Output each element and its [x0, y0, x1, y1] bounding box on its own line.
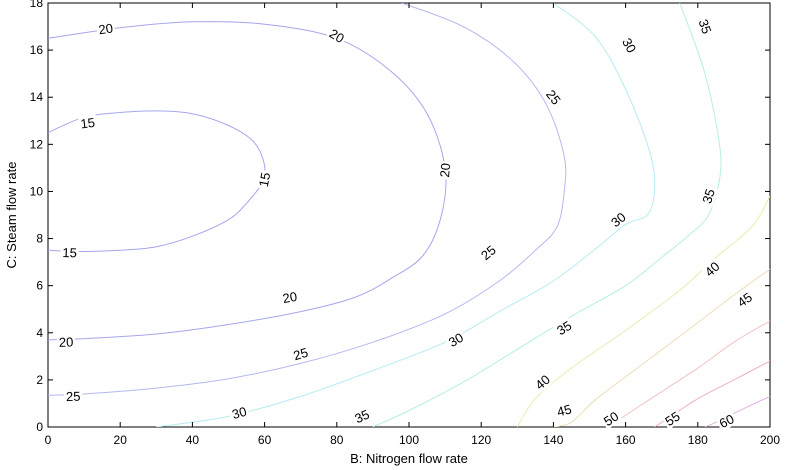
x-tick-label: 20	[114, 433, 128, 447]
x-tick-label: 180	[688, 433, 708, 447]
contour-label-20: 20	[437, 162, 453, 178]
contour-label-bg	[350, 405, 374, 427]
x-tick-label: 200	[760, 433, 780, 447]
contour-label-25: 25	[66, 389, 81, 404]
contour-label-60: 60	[717, 411, 737, 431]
contour-line-35	[372, 3, 722, 427]
contour-line-25	[48, 3, 567, 396]
contour-label-bg	[599, 407, 623, 430]
contour-label-bg	[56, 333, 76, 350]
contour-label-15: 15	[80, 115, 96, 132]
x-axis-title: B: Nitrogen flow rate	[350, 451, 468, 466]
contour-line-45	[553, 268, 770, 427]
contour-label-45: 45	[555, 401, 573, 419]
contour-label-25: 25	[543, 87, 564, 108]
contour-label-35: 35	[699, 187, 718, 205]
contour-label-bg	[64, 388, 83, 404]
contour-label-bg	[444, 328, 468, 351]
contour-label-45: 45	[734, 289, 755, 310]
contour-label-bg	[228, 402, 250, 423]
contour-label-bg	[695, 15, 716, 38]
contour-label-bg	[279, 287, 300, 306]
contour-label-35: 35	[352, 407, 371, 427]
contour-lines-layer	[48, 3, 770, 427]
contour-label-20: 20	[327, 26, 347, 46]
contour-label-35: 35	[554, 318, 574, 338]
x-tick-label: 60	[258, 433, 272, 447]
x-tick-label: 140	[543, 433, 563, 447]
x-tick-label: 160	[616, 433, 636, 447]
contour-label-bg	[95, 19, 116, 38]
contour-label-20: 20	[98, 20, 115, 37]
contour-label-15: 15	[62, 245, 77, 260]
contour-line-40	[516, 195, 770, 427]
contour-label-bg	[618, 33, 641, 57]
contour-label-bg	[289, 343, 312, 364]
contour-label-bg	[660, 407, 684, 430]
y-axis-title: C: Steam flow rate	[4, 162, 19, 269]
contour-label-bg	[77, 114, 98, 132]
y-tick-label: 2	[36, 373, 43, 387]
x-tick-label: 100	[399, 433, 419, 447]
y-tick-label: 0	[36, 420, 43, 434]
contour-label-25: 25	[292, 345, 310, 363]
y-tick-label: 14	[30, 90, 44, 104]
y-tick-label: 10	[30, 184, 44, 198]
contour-label-50: 50	[601, 409, 621, 429]
contour-label-bg	[700, 257, 724, 281]
x-axis-ticks: 0 20 40 60 80 100 120 140 160 180 200	[45, 3, 780, 447]
contour-label-bg	[552, 316, 576, 339]
contour-label-bg	[60, 244, 79, 260]
y-tick-label: 16	[30, 43, 44, 57]
y-tick-label: 8	[36, 232, 43, 246]
contour-label-bg	[715, 409, 738, 432]
contour-label-bg	[255, 169, 274, 190]
contour-label-20: 20	[59, 334, 74, 349]
contour-label-bg	[476, 240, 500, 264]
contour-label-bg	[542, 85, 566, 109]
contour-label-bg	[436, 160, 453, 180]
y-tick-label: 6	[36, 279, 43, 293]
contour-label-bg	[606, 207, 630, 231]
contour-line-50	[607, 320, 770, 427]
x-tick-label: 120	[471, 433, 491, 447]
y-axis-ticks: 0 2 4 6 8 10 12 14 16 18	[30, 0, 770, 434]
x-tick-label: 0	[45, 433, 52, 447]
y-tick-label: 4	[36, 326, 43, 340]
y-tick-label: 12	[30, 137, 44, 151]
contour-label-bg	[325, 24, 349, 47]
contour-label-55: 55	[662, 409, 682, 429]
contour-line-55	[654, 360, 770, 427]
contour-label-30: 30	[619, 35, 639, 55]
x-tick-label: 40	[186, 433, 200, 447]
contour-line-30	[156, 3, 656, 427]
plot-area	[47, 2, 771, 428]
contour-label-35: 35	[696, 17, 715, 36]
contour-label-30: 30	[446, 330, 466, 350]
y-tick-label: 18	[30, 0, 44, 10]
contour-label-15: 15	[256, 171, 273, 188]
contour-label-20: 20	[281, 289, 298, 306]
contour-label-bg	[530, 370, 554, 394]
contour-label-bg	[553, 400, 575, 420]
contour-label-30: 30	[230, 404, 248, 422]
contour-line-20	[48, 21, 447, 341]
contour-label-bg	[698, 185, 718, 207]
x-tick-label: 80	[330, 433, 344, 447]
contour-label-bg	[732, 288, 757, 311]
